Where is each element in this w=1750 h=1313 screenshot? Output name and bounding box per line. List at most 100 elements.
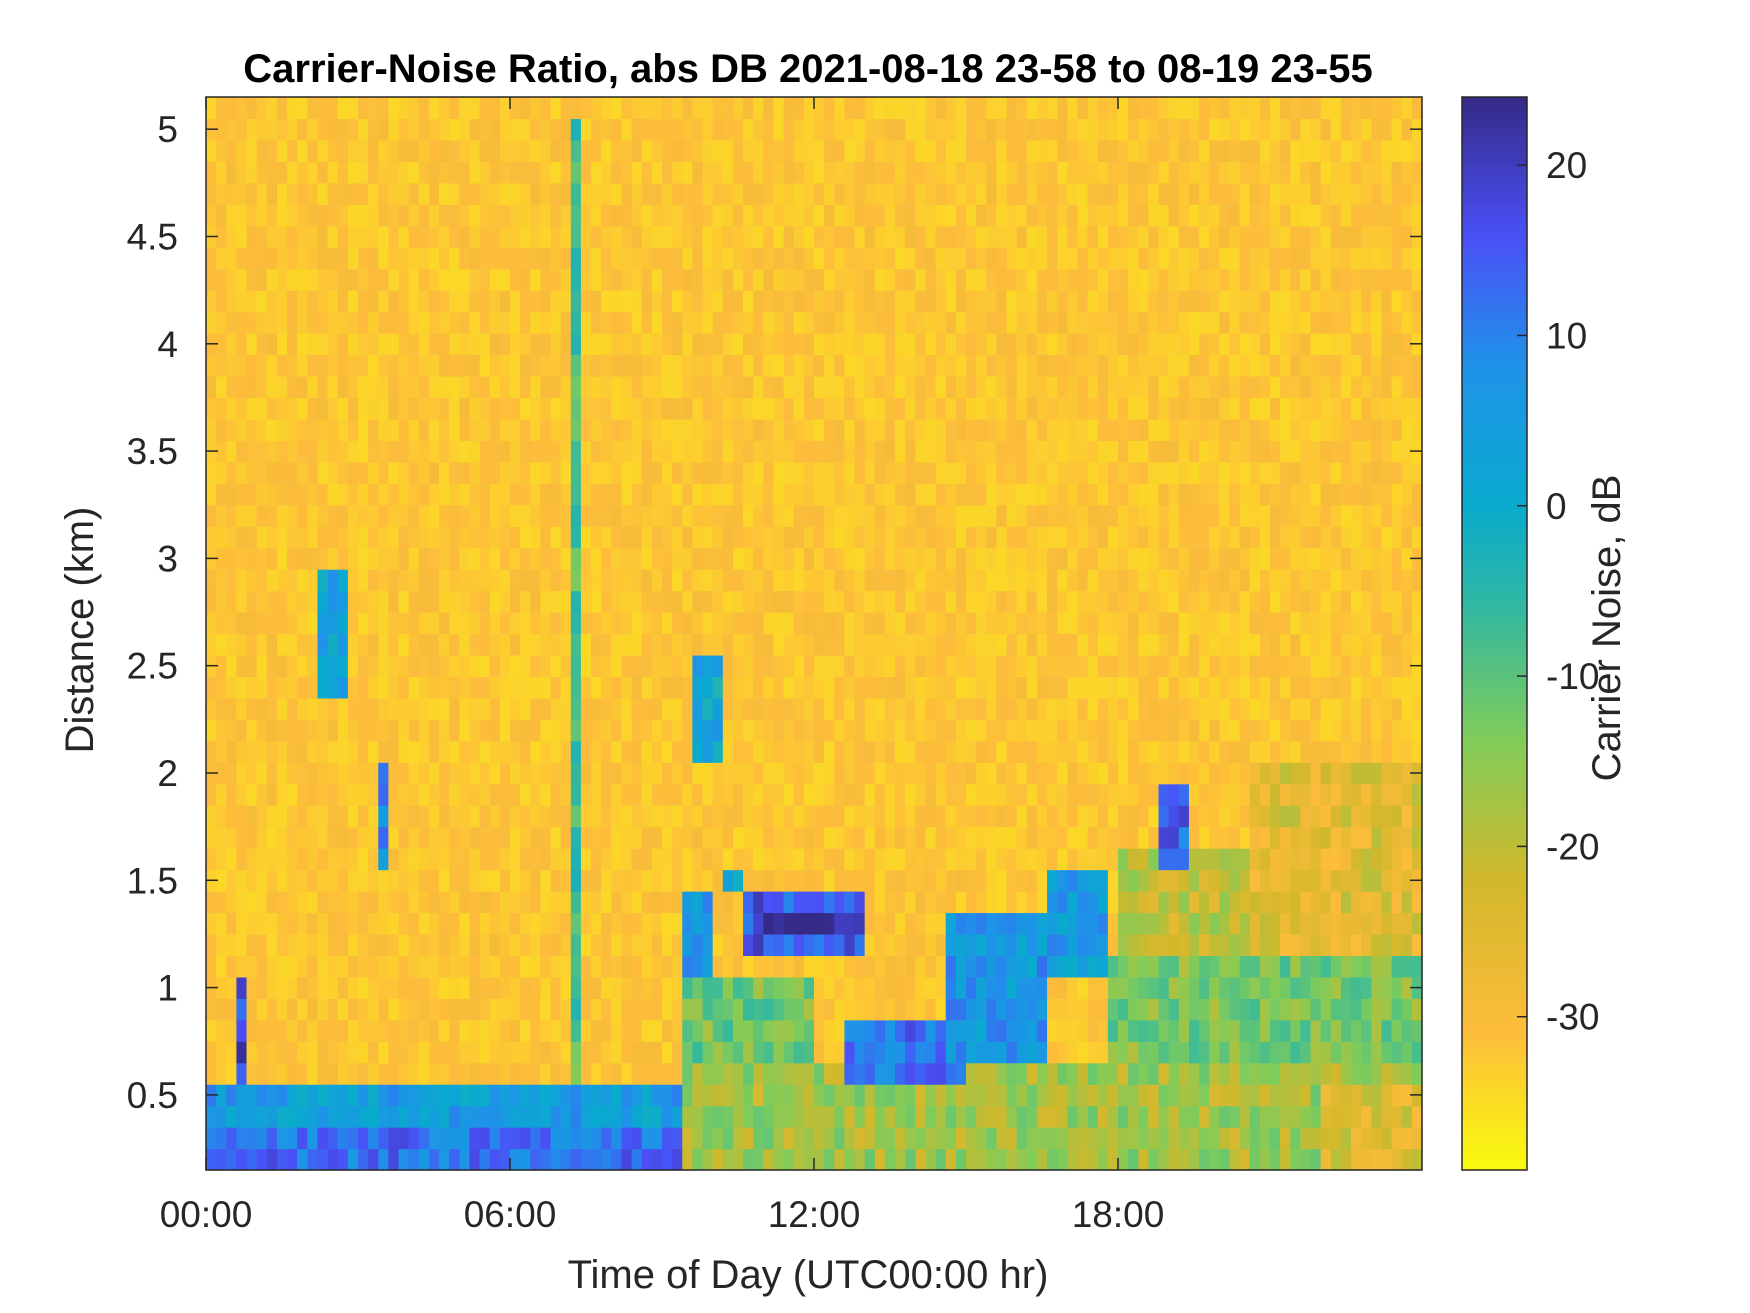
heatmap-cell <box>925 912 937 935</box>
heatmap-cell <box>428 569 440 592</box>
heatmap-cell <box>955 1105 967 1128</box>
heatmap-cell <box>884 998 896 1021</box>
heatmap-cell <box>662 204 673 227</box>
heatmap-cell <box>824 97 835 120</box>
heatmap-cell <box>1016 375 1028 399</box>
heatmap-cell <box>884 783 896 806</box>
heatmap-cell <box>1118 161 1129 184</box>
heatmap-cell <box>1097 333 1109 356</box>
heatmap-cell <box>763 955 775 978</box>
heatmap-cell <box>672 912 683 935</box>
heatmap-cell <box>276 483 288 506</box>
heatmap-cell <box>418 1062 430 1085</box>
heatmap-cell <box>297 418 308 441</box>
heatmap-cell <box>560 526 572 549</box>
heatmap-cell <box>256 676 268 699</box>
heatmap-cell <box>621 848 633 871</box>
heatmap-cell <box>925 440 937 463</box>
heatmap-cell <box>226 118 237 141</box>
heatmap-cell <box>884 182 896 205</box>
heatmap-cell <box>1026 783 1038 806</box>
heatmap-cell <box>499 633 511 656</box>
heatmap-cell <box>489 1127 501 1150</box>
heatmap-cell <box>499 1127 511 1150</box>
heatmap-cell <box>763 1084 775 1107</box>
heatmap-cell <box>864 1127 876 1150</box>
heatmap-cell <box>256 654 268 678</box>
heatmap-cell <box>905 891 916 914</box>
heatmap-cell <box>378 247 389 270</box>
heatmap-cell <box>560 569 572 592</box>
heatmap-cell <box>459 933 471 956</box>
heatmap-cell <box>935 161 947 184</box>
heatmap-cell <box>824 955 835 978</box>
heatmap-cell <box>418 247 430 270</box>
heatmap-cell <box>611 740 623 763</box>
heatmap-cell <box>783 1127 795 1150</box>
heatmap-cell <box>276 697 288 720</box>
heatmap-cell <box>1057 1105 1068 1128</box>
heatmap-cell <box>246 762 258 785</box>
heatmap-cell <box>1118 440 1129 463</box>
heatmap-cell <box>246 354 258 377</box>
heatmap-cell <box>418 139 430 162</box>
heatmap-cell <box>469 397 481 420</box>
heatmap-cell <box>591 676 602 699</box>
heatmap-cell <box>651 161 663 184</box>
heatmap-cell <box>651 397 663 420</box>
heatmap-cell <box>783 397 795 420</box>
heatmap-cell <box>753 569 764 592</box>
heatmap-cell <box>803 998 815 1021</box>
heatmap-cell <box>935 697 947 720</box>
heatmap-cell <box>1188 461 1200 484</box>
heatmap-cell <box>803 740 815 763</box>
heatmap-cell <box>732 976 744 999</box>
heatmap-cell <box>783 139 795 162</box>
heatmap-cell <box>814 397 825 420</box>
heatmap-cell <box>256 869 268 892</box>
heatmap-cell <box>226 440 237 463</box>
heatmap-cell <box>520 354 531 377</box>
heatmap-cell <box>540 440 552 463</box>
heatmap-cell <box>1067 225 1079 248</box>
heatmap-cell <box>814 805 825 828</box>
heatmap-cell <box>550 612 562 635</box>
heatmap-cell <box>935 311 947 334</box>
heatmap-cell <box>1087 247 1099 270</box>
heatmap-cell <box>743 719 754 742</box>
heatmap-cell <box>276 418 288 441</box>
heatmap-cell <box>722 1105 734 1128</box>
heatmap-cell <box>1188 633 1200 656</box>
heatmap-cell <box>1138 333 1149 356</box>
heatmap-cell <box>479 161 491 184</box>
heatmap-cell <box>722 998 734 1021</box>
heatmap-cell <box>337 826 349 849</box>
heatmap-cell <box>1006 912 1018 935</box>
heatmap-cell <box>783 247 795 270</box>
heatmap-cell <box>834 397 845 420</box>
heatmap-cell <box>1097 118 1109 141</box>
heatmap-cell <box>1209 1148 1220 1171</box>
heatmap-cell <box>1047 955 1058 978</box>
heatmap-cell <box>469 461 481 484</box>
heatmap-cell <box>976 955 987 978</box>
heatmap-cell <box>1097 1062 1109 1085</box>
heatmap-cell <box>631 740 643 763</box>
heatmap-cell <box>266 654 278 678</box>
heatmap-cell <box>388 247 400 270</box>
heatmap-cell <box>935 1105 947 1128</box>
heatmap-cell <box>631 333 643 356</box>
heatmap-cell <box>398 225 410 248</box>
heatmap-cell <box>246 1019 258 1042</box>
heatmap-cell <box>479 547 491 570</box>
heatmap-cell <box>570 268 582 291</box>
heatmap-cell <box>570 933 582 956</box>
heatmap-cell <box>722 719 734 742</box>
heatmap-cell <box>905 182 916 205</box>
heatmap-cell <box>347 1084 359 1107</box>
heatmap-cell <box>1016 1084 1028 1107</box>
heatmap-cell <box>1148 976 1160 999</box>
heatmap-cell <box>1158 1062 1170 1085</box>
heatmap-cell <box>1107 1148 1119 1171</box>
heatmap-cell <box>864 204 876 227</box>
